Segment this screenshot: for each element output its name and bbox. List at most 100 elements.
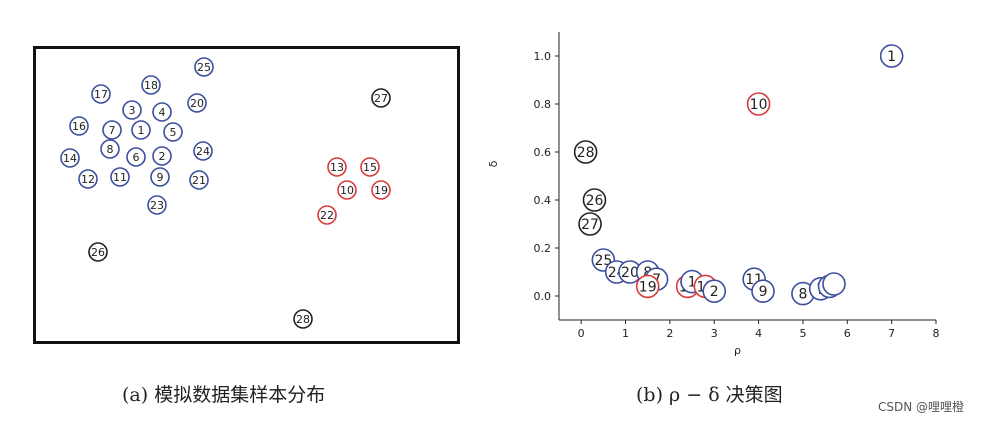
- decision-point: 2: [702, 279, 727, 304]
- sample-point-label: 6: [133, 151, 140, 164]
- sample-point-label: 28: [296, 313, 310, 326]
- sample-point-marker: [194, 57, 214, 77]
- decision-point-marker: [635, 274, 660, 299]
- sample-point-marker: [317, 205, 337, 225]
- sample-point: 15: [360, 157, 380, 177]
- sample-point-label: 12: [81, 173, 95, 186]
- sample-point-marker: [187, 93, 207, 113]
- y-tick-label: 0.6: [534, 146, 552, 159]
- sample-point-marker: [110, 167, 130, 187]
- sample-point-label: 23: [150, 199, 164, 212]
- sample-point: 4: [152, 102, 172, 122]
- decision-point-label: 26: [586, 193, 604, 209]
- decision-point-marker: [822, 272, 846, 296]
- caption-right: (b) ρ − δ 决策图: [636, 384, 783, 406]
- sample-point-label: 16: [72, 120, 86, 133]
- sample-point-marker: [189, 170, 209, 190]
- y-tick-label: 1.0: [534, 50, 552, 63]
- x-tick-label: 1: [622, 327, 629, 340]
- x-tick-label: 0: [578, 327, 585, 340]
- x-tick-label: 6: [844, 327, 851, 340]
- sample-point-marker: [327, 157, 347, 177]
- decision-point: 9: [751, 279, 775, 304]
- y-tick-label: 0.4: [534, 194, 552, 207]
- sample-point-label: 10: [340, 184, 354, 197]
- x-tick-label: 4: [755, 327, 762, 340]
- decision-point-label: 1: [887, 49, 896, 65]
- sample-point: 6: [126, 147, 146, 167]
- sample-point: 5: [163, 122, 183, 142]
- sample-point-label: 17: [94, 88, 108, 101]
- sample-point-label: 27: [374, 92, 388, 105]
- sample-point-label: 18: [144, 79, 158, 92]
- x-tick-label: 7: [888, 327, 895, 340]
- decision-point-label: 19: [639, 279, 657, 295]
- sample-point: 22: [317, 205, 337, 225]
- sample-point: 11: [110, 167, 130, 187]
- sample-point-label: 20: [190, 97, 204, 110]
- caption-left: (a) 模拟数据集样本分布: [122, 384, 326, 406]
- sample-point-label: 13: [330, 161, 344, 174]
- sample-distribution-plot: 123 4567891011121314151617181920212223242…: [60, 57, 391, 329]
- sample-point: 14: [60, 148, 80, 168]
- decision-point-marker: [578, 212, 602, 236]
- sample-point-label: 9: [157, 171, 164, 184]
- sample-distribution-panel: [33, 46, 460, 344]
- sample-point: 8: [100, 139, 120, 159]
- decision-point: 26: [582, 188, 607, 212]
- sample-point-marker: [371, 180, 391, 200]
- sample-point-label: 25: [197, 61, 211, 74]
- sample-point-marker: [150, 167, 170, 187]
- decision-point-marker: [573, 140, 598, 164]
- sample-point: 9: [150, 167, 170, 187]
- decision-point: [822, 272, 846, 296]
- x-tick-label: 8: [933, 327, 940, 340]
- sample-point: 7: [102, 120, 122, 140]
- sample-point: 24: [193, 141, 213, 161]
- sample-point-marker: [293, 309, 313, 329]
- sample-point-label: 8: [107, 143, 114, 156]
- sample-point-marker: [126, 147, 146, 167]
- decision-point-label: 1: [688, 275, 697, 291]
- sample-point: 17: [91, 84, 111, 104]
- sample-point-marker: [152, 102, 172, 122]
- y-tick-label: 0.8: [534, 98, 552, 111]
- sample-point-label: 2: [159, 150, 166, 163]
- decision-point: 10: [746, 92, 771, 116]
- sample-point-marker: [60, 148, 80, 168]
- sample-point-marker: [152, 146, 172, 166]
- sample-point-label: 15: [363, 161, 377, 174]
- sample-point-marker: [91, 84, 111, 104]
- sample-point: 23: [147, 195, 167, 215]
- sample-point: 21: [189, 170, 209, 190]
- sample-point-label: 26: [91, 246, 105, 259]
- decision-point-label: 20: [621, 265, 639, 281]
- sample-point-marker: [141, 75, 161, 95]
- sample-point: 2: [152, 146, 172, 166]
- sample-point-label: 1: [138, 124, 145, 137]
- sample-point-marker: [337, 180, 357, 200]
- x-tick-label: 3: [711, 327, 718, 340]
- decision-point: 20: [618, 260, 642, 284]
- sample-point-label: 21: [192, 174, 206, 187]
- decision-point-marker: [582, 188, 607, 212]
- sample-point: 26: [88, 242, 108, 262]
- decision-point-label: 2: [710, 284, 719, 300]
- sample-point-label: 3: [129, 104, 136, 117]
- sample-point-marker: [78, 169, 98, 189]
- y-tick-label: 0.0: [534, 290, 552, 303]
- sample-point-label: 7: [109, 124, 116, 137]
- decision-point: 28: [573, 140, 598, 164]
- sample-point: 25: [194, 57, 214, 77]
- sample-point: 27: [371, 88, 391, 108]
- sample-point-label: 4: [159, 106, 166, 119]
- sample-point: 28: [293, 309, 313, 329]
- rho-delta-decision-plot: 0 1 2 3 4 5 6 7 80.00.20.40.60.81.0ρδ11028262725…: [487, 32, 940, 357]
- sample-point: 1: [131, 120, 151, 140]
- decision-point: 1: [879, 44, 904, 68]
- y-axis-label: δ: [487, 160, 500, 167]
- decision-point-label: 28: [577, 145, 595, 161]
- decision-point-label: 9: [759, 284, 768, 300]
- decision-point: 19: [635, 274, 660, 299]
- sample-point: 13: [327, 157, 347, 177]
